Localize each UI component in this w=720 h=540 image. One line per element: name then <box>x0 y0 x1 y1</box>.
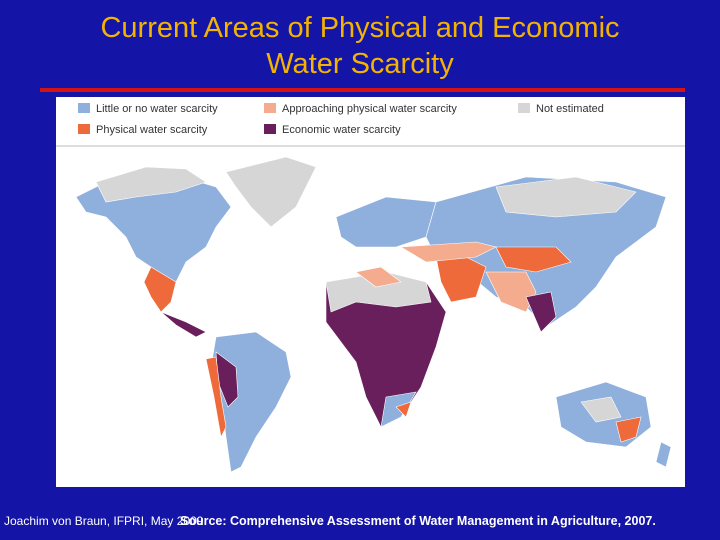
title-rule <box>40 88 685 92</box>
legend-swatch <box>518 103 530 113</box>
legend: Little or no water scarcity Approaching … <box>56 103 685 147</box>
map: Little or no water scarcity Approaching … <box>56 103 685 473</box>
title-line: Current Areas of Physical and Economic <box>100 12 620 44</box>
title: Current Areas of Physical and Economic W… <box>0 10 720 82</box>
legend-swatch <box>264 103 276 113</box>
legend-label: Not estimated <box>536 103 604 115</box>
continents <box>75 156 672 473</box>
title-line: Water Scarcity <box>266 48 454 80</box>
legend-label: Physical water scarcity <box>96 124 208 136</box>
legend-swatch <box>78 124 90 134</box>
legend-label: Economic water scarcity <box>282 124 401 136</box>
legend-label: Approaching physical water scarcity <box>282 103 457 115</box>
map-panel: Little or no water scarcity Approaching … <box>56 97 685 487</box>
legend-label: Little or no water scarcity <box>96 103 218 115</box>
footer-credit: Joachim von Braun, IFPRI, May 2009 <box>4 514 204 528</box>
source: Source: Comprehensive Assessment of Wate… <box>180 514 656 528</box>
legend-swatch <box>264 124 276 134</box>
legend-swatch <box>78 103 90 113</box>
